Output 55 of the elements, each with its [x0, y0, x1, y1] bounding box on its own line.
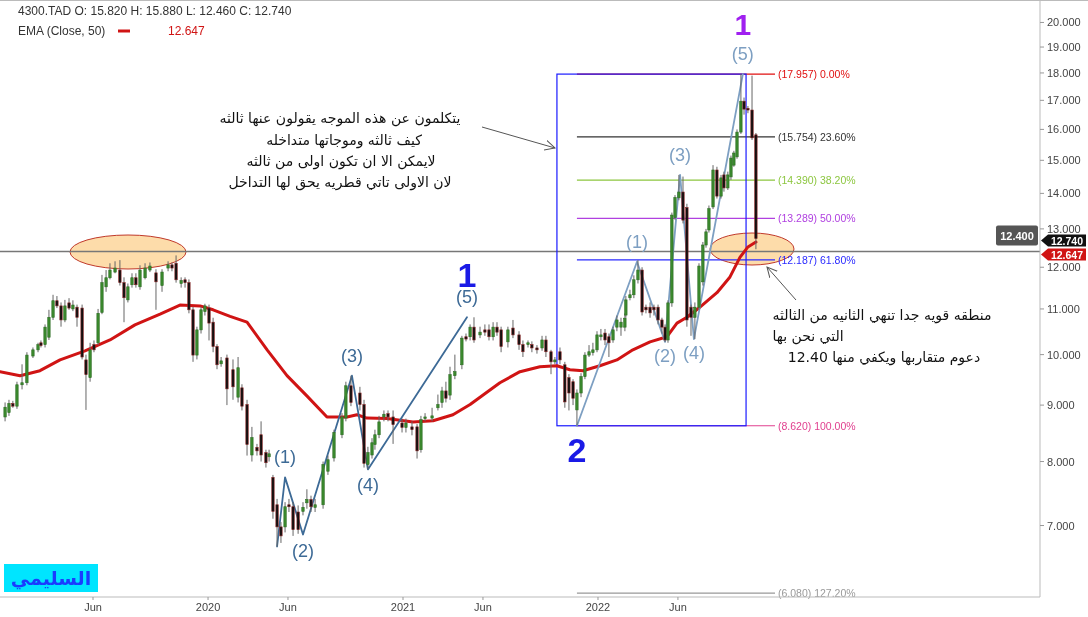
ref-line-label: (8.620) 100.00%: [778, 419, 856, 432]
x-tick-label: 2021: [390, 601, 416, 613]
x-tick-label: 2022: [585, 601, 611, 613]
note: لايمكن الا ان تكون اولى من ثالثه: [246, 153, 436, 169]
y-tick-label: 16.000: [1047, 123, 1081, 136]
price-tag: 12.740: [1041, 234, 1086, 247]
y-tick-label: 8.000: [1047, 455, 1075, 468]
signature: السليمي: [4, 564, 98, 592]
wave-label: 1: [734, 7, 752, 41]
y-tick-label: 20.000: [1047, 16, 1081, 29]
note: دعوم متقاربها ويكفي منها 12.40: [787, 349, 981, 365]
wave-label: (2): [654, 345, 677, 366]
annotation: 12.647: [168, 24, 206, 38]
price-tag: 12.647: [1041, 248, 1086, 261]
y-tick-label: 14.000: [1047, 187, 1081, 200]
legend-label: EMA (Close, 50): [18, 24, 106, 38]
legend: EMA (Close, 50): [18, 24, 130, 38]
wave-label: (1): [626, 231, 648, 252]
ref-line-label: (6.080) 127.20%: [778, 587, 856, 600]
wave-label: (4): [682, 343, 705, 364]
wave-label: (2): [292, 540, 314, 561]
chart-title: 4300.TAD O: 15.820 H: 15.880 L: 12.460 C: 12.740: [18, 4, 292, 18]
y-tick-label: 15.000: [1047, 154, 1081, 167]
x-tick-label: Jun: [474, 601, 492, 613]
y-tick-label: 18.000: [1047, 66, 1081, 79]
wave-label: (1): [274, 447, 297, 468]
wave-label: (3): [340, 345, 363, 366]
y-tick-label: 19.000: [1047, 41, 1081, 54]
note: كيف ثالثه وموجاتها متداخله: [266, 132, 422, 148]
y-tick-label: 12.000: [1047, 261, 1081, 274]
ref-line-label: (13.289) 50.00%: [778, 212, 856, 225]
y-tick-label: 13.000: [1047, 222, 1081, 235]
wave-label: (5): [731, 44, 754, 65]
ref-line-label: (17.957) 0.00%: [778, 68, 850, 81]
x-tick-label: 2020: [195, 601, 221, 613]
wave-label: 2: [567, 430, 587, 469]
note: يتكلمون عن هذه الموجه يقولون عنها ثالثه: [219, 110, 461, 126]
x-tick-label: Jun: [279, 601, 297, 613]
ref-line-label: (14.390) 38.20%: [778, 174, 856, 187]
wave-label: (4): [356, 475, 379, 496]
y-tick-label: 9.000: [1047, 399, 1075, 412]
y-tick-label: 17.000: [1047, 94, 1081, 107]
y-tick-label: 11.000: [1047, 302, 1080, 315]
note: لان الاولى تاتي قطريه يحق لها التداخل: [228, 174, 452, 190]
y-tick-label: 10.000: [1047, 348, 1081, 361]
x-tick-label: Jun: [669, 601, 687, 613]
ref-line-label: (15.754) 23.60%: [778, 130, 856, 143]
ref-tag: 12.400: [996, 225, 1038, 246]
y-tick-label: 7.000: [1047, 519, 1075, 532]
note: منطقه قويه جدا تنهي الثانيه من الثالثه: [772, 307, 992, 323]
x-tick-label: Jun: [84, 601, 102, 613]
note: التي نحن بها: [772, 328, 844, 344]
ref-line-label: (12.187) 61.80%: [778, 253, 856, 266]
wave-label: (3): [669, 144, 692, 165]
annotation: السليمي: [10, 567, 92, 590]
